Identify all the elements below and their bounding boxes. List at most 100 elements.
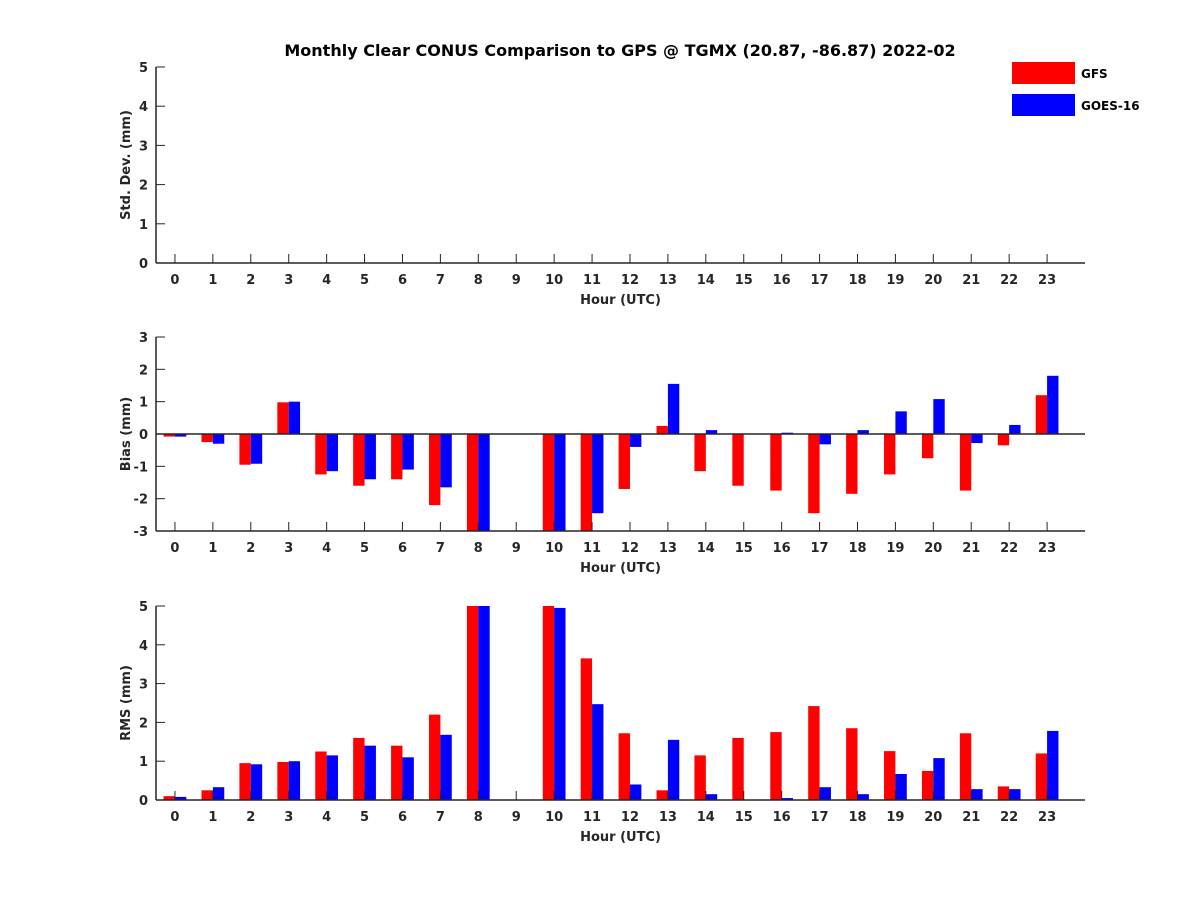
x-tick-label: 20 [924,810,942,825]
bar-gfs-hour-5 [353,737,365,800]
y-axis-label: Bias (mm) [119,397,134,471]
bar-goes-16-hour-13 [667,383,680,434]
x-tick-label: 19 [886,810,904,825]
y-tick-label: 5 [139,61,148,76]
bar-goes-16-hour-20 [933,399,945,434]
bar-goes-16-hour-0 [174,796,187,800]
bar-gfs-hour-21 [959,434,972,491]
bar-goes-16-hour-12 [629,434,642,447]
bar-goes-16-hour-1 [212,787,225,800]
bar-goes-16-hour-2 [250,434,263,464]
y-tick-label: -1 [134,460,148,475]
x-tick-label: 10 [545,810,563,825]
bar-goes-16-hour-8 [478,434,490,531]
bar-goes-16-hour-4 [326,755,339,800]
x-tick-label: 15 [735,273,753,288]
bar-gfs-hour-10 [542,434,555,531]
y-tick-label: 0 [139,428,148,443]
x-tick-label: 3 [284,810,293,825]
x-tick-label: 6 [398,810,407,825]
y-tick-label: 1 [139,755,148,770]
x-axis-label: Hour (UTC) [580,561,661,576]
legend-swatch-goes-16 [1012,94,1075,116]
bar-goes-16-hour-5 [364,745,376,800]
bar-goes-16-hour-7 [440,734,452,800]
bar-gfs-hour-2 [239,763,251,800]
bar-goes-16-hour-21 [971,434,983,444]
x-tick-label: 13 [659,541,677,556]
x-tick-label: 23 [1038,810,1056,825]
bar-goes-16-hour-14 [705,794,718,800]
x-tick-label: 7 [436,273,445,288]
bar-gfs-hour-4 [315,751,327,800]
x-tick-label: 17 [811,810,829,825]
bar-goes-16-hour-3 [288,761,301,800]
bar-gfs-hour-3 [277,402,289,434]
x-tick-label: 5 [360,810,369,825]
x-tick-label: 0 [170,810,179,825]
bar-gfs-hour-0 [163,796,175,800]
y-tick-label: -3 [134,525,148,540]
x-tick-label: 3 [284,273,293,288]
bar-gfs-hour-1 [201,790,213,800]
bar-gfs-hour-19 [884,751,896,800]
bar-gfs-hour-18 [846,728,858,800]
x-tick-label: 21 [962,810,980,825]
x-axis-label: Hour (UTC) [580,293,661,308]
bar-goes-16-hour-6 [402,434,414,470]
bar-goes-16-hour-7 [440,434,452,488]
x-tick-label: 15 [735,810,753,825]
bar-goes-16-hour-8 [478,606,490,800]
bar-gfs-hour-14 [694,755,706,800]
bar-goes-16-hour-19 [895,774,907,800]
y-tick-label: 2 [139,363,148,378]
x-tick-label: 17 [811,273,829,288]
bar-gfs-hour-17 [808,434,820,514]
x-tick-label: 2 [246,810,255,825]
bar-gfs-hour-20 [921,770,934,800]
bar-goes-16-hour-5 [364,434,376,480]
x-tick-label: 22 [1000,810,1018,825]
bar-gfs-hour-18 [846,434,858,494]
x-tick-label: 9 [512,273,521,288]
x-tick-label: 7 [436,541,445,556]
x-tick-label: 21 [962,273,980,288]
x-tick-label: 19 [886,273,904,288]
bar-goes-16-hour-0 [174,434,187,437]
x-tick-label: 0 [170,541,179,556]
x-tick-label: 22 [1000,273,1018,288]
x-tick-label: 3 [284,541,293,556]
bar-goes-16-hour-14 [705,430,718,434]
bar-goes-16-hour-2 [250,764,263,800]
y-tick-label: 2 [139,716,148,731]
x-tick-label: 4 [322,273,331,288]
x-tick-label: 10 [545,273,563,288]
x-tick-label: 6 [398,541,407,556]
x-tick-label: 13 [659,273,677,288]
bar-goes-16-hour-11 [592,434,604,514]
bar-gfs-hour-1 [201,434,213,443]
x-tick-label: 15 [735,541,753,556]
x-tick-label: 7 [436,810,445,825]
x-tick-label: 4 [322,541,331,556]
x-tick-label: 16 [773,273,791,288]
bar-gfs-hour-15 [732,737,744,800]
y-tick-label: 5 [139,600,148,615]
bar-gfs-hour-15 [732,434,744,486]
x-tick-label: 12 [621,273,639,288]
bar-gfs-hour-23 [1035,395,1048,434]
bar-gfs-hour-14 [694,434,706,472]
x-tick-label: 20 [924,541,942,556]
y-tick-label: -2 [134,493,148,508]
x-tick-label: 1 [208,810,217,825]
bar-gfs-hour-6 [391,434,403,480]
bar-gfs-hour-16 [770,732,782,800]
x-tick-label: 14 [697,810,715,825]
legend-label-gfs: GFS [1081,67,1108,81]
x-tick-label: 10 [545,541,563,556]
